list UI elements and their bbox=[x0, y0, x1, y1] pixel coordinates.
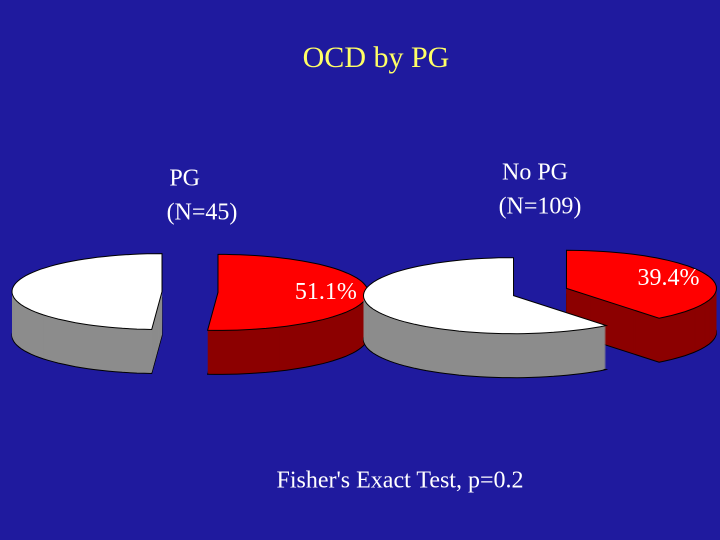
pie-title: (N=109) bbox=[499, 194, 582, 220]
pie-slice bbox=[362, 257, 609, 335]
pie-slice-3d bbox=[11, 253, 163, 375]
pie-slice-3d bbox=[565, 249, 717, 363]
footnote: Fisher's Exact Test, p=0.2 bbox=[276, 468, 523, 494]
pie-slice-3d bbox=[206, 253, 369, 375]
pie-slice bbox=[11, 253, 163, 331]
pie-title: No PG bbox=[502, 160, 568, 186]
value-label: 39.4% bbox=[638, 265, 700, 291]
pie-title: PG bbox=[169, 166, 200, 192]
pie-slice bbox=[565, 249, 717, 319]
pie-title: (N=45) bbox=[167, 200, 238, 226]
pie-slice-3d bbox=[362, 257, 609, 379]
slide-title: OCD by PG bbox=[303, 41, 450, 74]
value-label: 51.1% bbox=[295, 279, 357, 305]
